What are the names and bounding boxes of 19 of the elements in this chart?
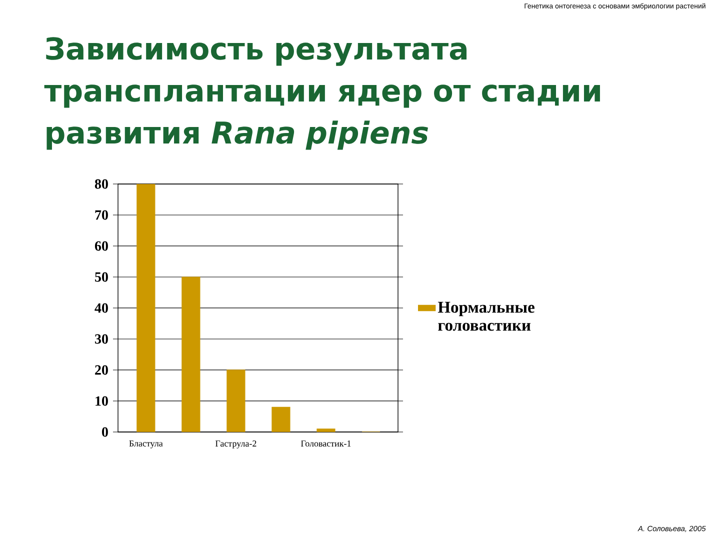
y-tick-label: 50 [95,272,108,282]
legend-label: Нормальные головастики [438,302,534,331]
bar [136,184,156,432]
bar [272,406,290,432]
chart-title: Зависимость результата трансплантации ядер от стадии развития Rana pipiens [44,37,600,150]
y-tick-label: 60 [94,241,108,251]
y-tick-label: 20 [95,365,108,375]
x-tick-label: Гаструла-2 [215,440,256,448]
bar [182,276,200,432]
y-tick-label: 0 [102,427,108,437]
bar [316,428,336,432]
x-tick-label: Бластула [129,440,163,448]
y-tick-label: 40 [94,303,108,313]
y-tick-label: 30 [95,334,108,344]
y-tick-label: 70 [95,210,108,220]
y-tick-label: 80 [94,179,108,189]
y-tick-label: 10 [96,396,108,406]
bar [226,370,246,432]
x-tick-label: Головастик-1 [300,440,351,447]
